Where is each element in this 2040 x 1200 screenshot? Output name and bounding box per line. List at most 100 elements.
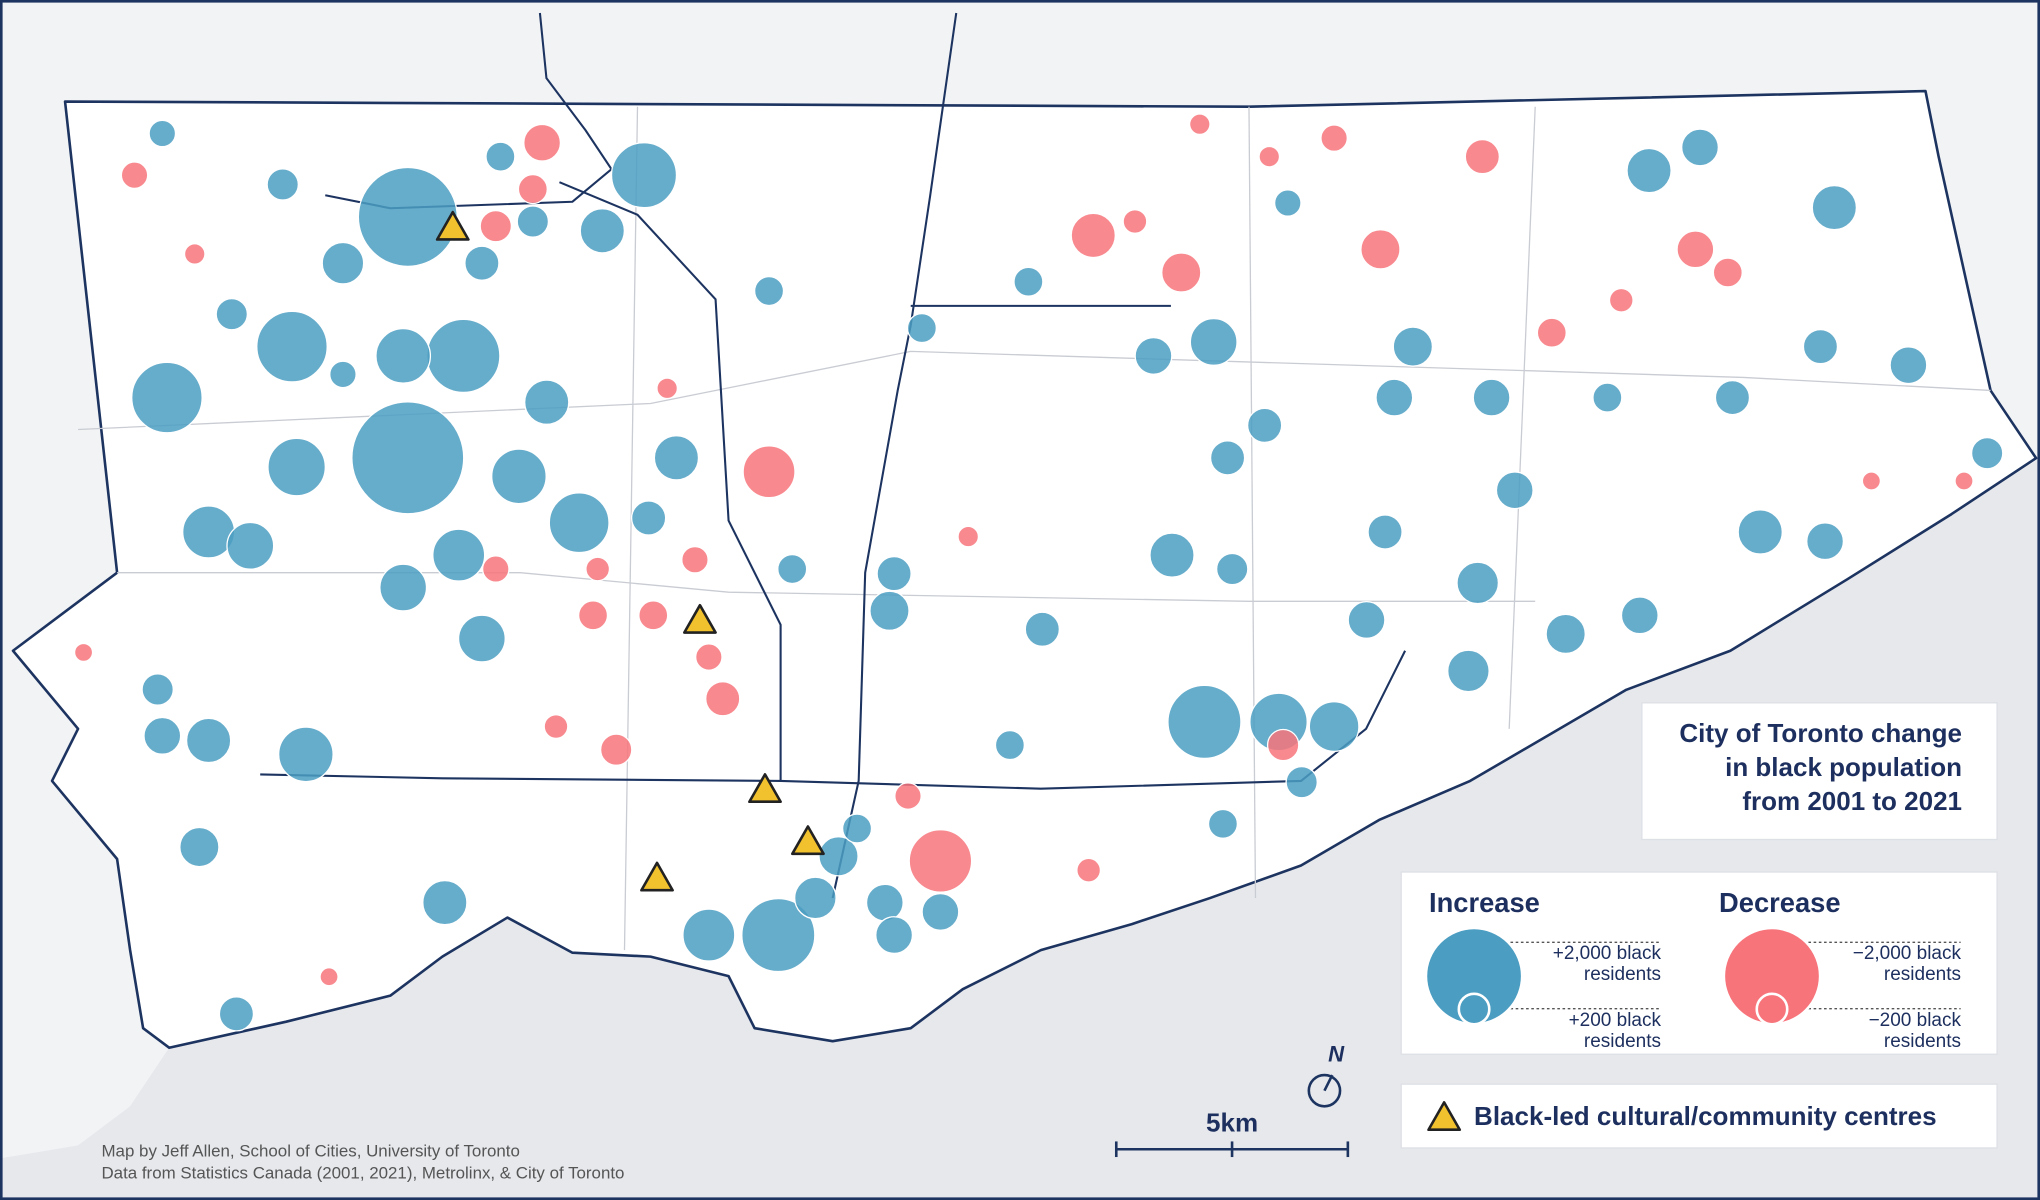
increase-circle [1134,336,1173,375]
increase-circle [841,813,873,844]
increase-circle [432,528,486,582]
increase-circle [1215,552,1249,586]
increase-circle [457,614,506,663]
increase-circle [1367,514,1403,550]
decrease-circle [1954,471,1974,491]
increase-circle [1392,326,1434,367]
decrease-circle [1258,145,1281,168]
increase-circle [278,726,334,783]
increase-circle [351,401,465,515]
decrease-circle [705,681,741,717]
increase-circle [1806,522,1845,561]
increase-circle [1889,346,1928,385]
increase-circle [1167,684,1242,760]
map-title: City of Toronto change in black populati… [1679,718,1962,816]
increase-circle [682,908,736,962]
decrease-circle [120,161,149,190]
increase-circle [777,553,808,585]
increase-circle [869,590,910,631]
legend-size-label: +2,000 black residents [1552,943,1661,985]
increase-circle [921,892,960,931]
centres [435,210,825,892]
centre-marker [683,603,717,634]
increase-circle [1209,440,1246,476]
legend-size-label: −200 black residents [1868,1010,1961,1052]
decrease-circle [479,209,513,243]
transit-line [559,181,782,781]
increase-circle [185,717,232,764]
decrease-circle [1076,857,1102,883]
decrease-circle [1320,124,1348,152]
district-line [623,106,639,951]
increase-circle [876,555,912,592]
decrease-circle [1608,287,1634,313]
increase-circle [994,729,1025,761]
decrease-circle [1266,728,1300,762]
increase-circle [1472,378,1511,417]
increase-circle [1811,184,1858,231]
increase-circle [485,141,516,172]
decrease-circle [1161,252,1202,293]
increase-circle [1207,808,1239,839]
decrease-circle [1188,113,1211,136]
increase-circle [1024,611,1060,647]
centres-legend-label: Black-led cultural/community centres [1474,1101,1937,1131]
decrease-circle [481,555,510,583]
centre-marker [791,825,825,856]
increase-circle [266,168,299,201]
transit-line [260,650,1407,790]
legend-title: Increase [1429,887,1540,918]
credit: Data from Statistics Canada (2001, 2021)… [101,1163,624,1182]
decrease-circle [1360,229,1401,270]
increase-circle [1970,436,2004,470]
decrease-circle [695,643,723,671]
increase-circle [548,492,610,554]
increase-circle [794,876,837,920]
increase-circle [865,883,904,922]
circle-layer [73,113,2004,1032]
increase-circle [1308,701,1360,753]
increase-circle [741,897,816,973]
decrease-circle [73,642,94,663]
transit-lines [260,12,1407,899]
decrease-circle [183,243,206,265]
increase-circle [610,142,678,209]
increase-circle [218,996,255,1032]
increase-circle [321,241,365,285]
centre-legend-marker [1427,1101,1462,1132]
decrease-circle [638,600,669,631]
increase-circle [1246,407,1283,444]
title-box [1641,702,1998,841]
increase-circle [1347,601,1386,639]
increase-circle [1592,382,1623,413]
increase-circle [215,297,249,331]
increase-circle [516,205,550,238]
increase-circle [375,327,432,384]
decrease-circle [1070,212,1116,259]
decrease-circle [656,377,679,400]
legend-circle [1457,992,1491,1026]
decrease-circle [543,714,569,740]
centre-marker [748,773,782,804]
increase-circle [1737,509,1783,555]
centre-marker [640,861,674,892]
increase-circle [1626,147,1672,194]
compass-needle [1323,1074,1334,1092]
transit-line [831,12,958,899]
increase-circle [329,360,357,389]
scale-label: 5km [1206,1107,1258,1137]
centre-marker [435,210,470,241]
increase-circle [1375,378,1414,417]
decrease-circle [1861,471,1882,491]
decrease-circle [681,545,709,574]
decrease-circle [585,556,611,582]
increase-circle [141,673,174,706]
district-line [78,350,1991,431]
legend-title: Decrease [1719,887,1840,918]
decrease-circle [577,600,609,631]
increase-circle [1189,317,1238,366]
decrease-circle [1122,209,1148,234]
